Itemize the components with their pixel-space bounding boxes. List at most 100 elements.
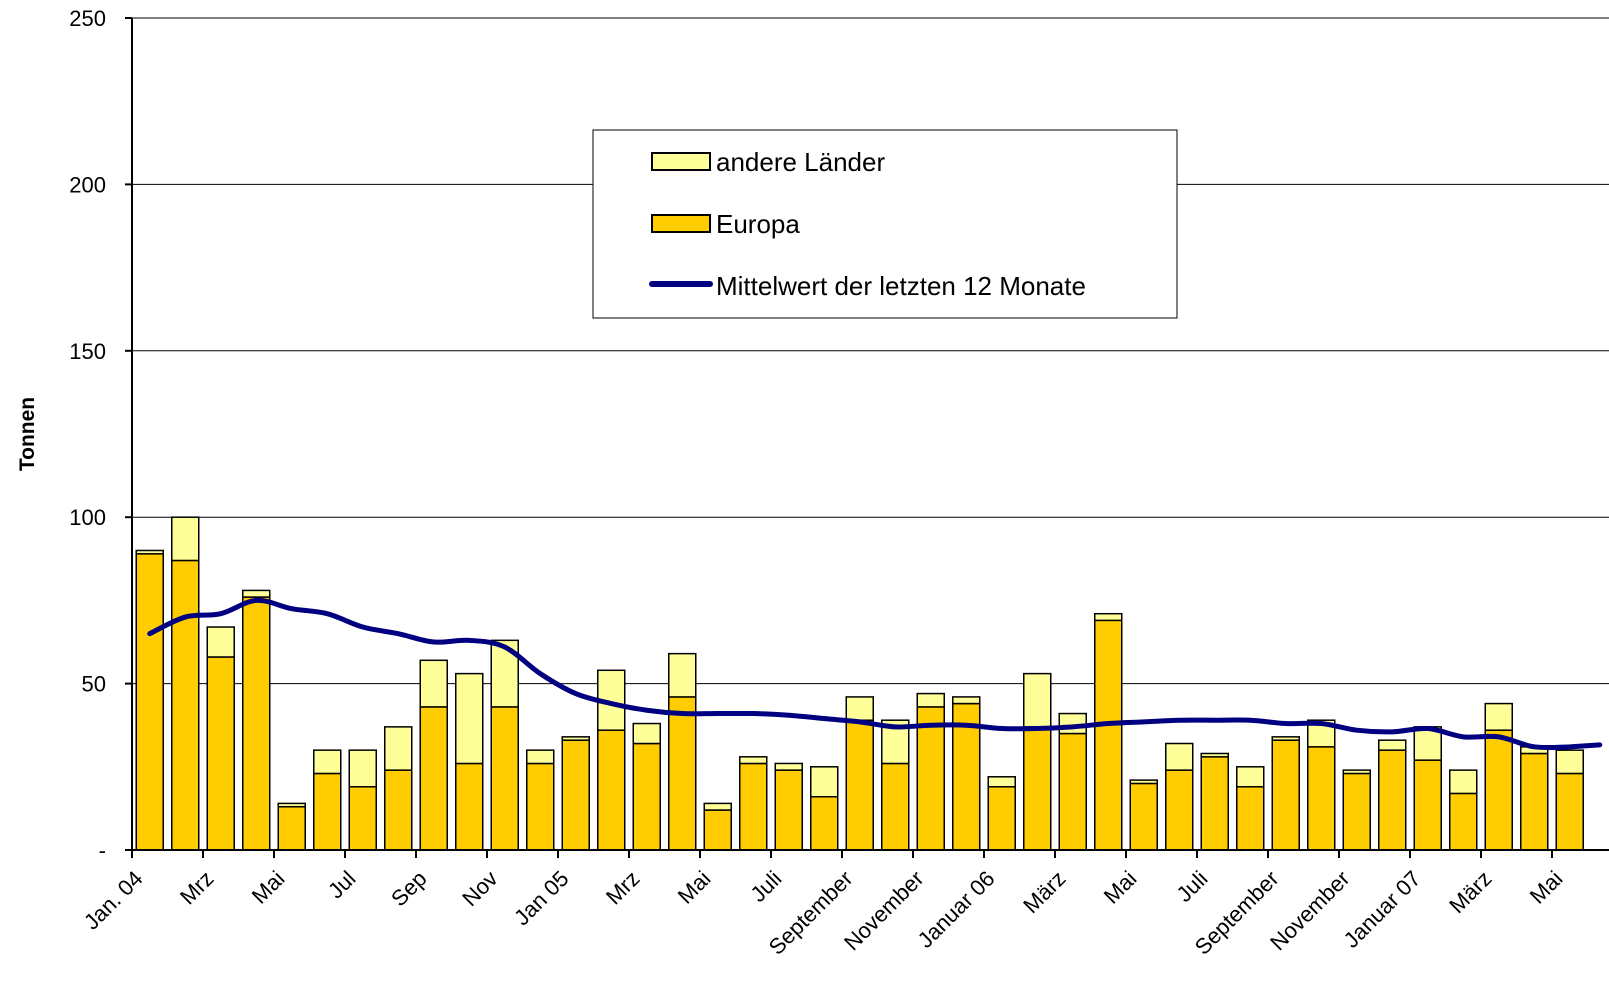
bar-europa (597, 729, 626, 851)
y-tick-label: 250 (69, 6, 106, 31)
x-tick-label: März (1018, 866, 1070, 918)
bars (135, 516, 1584, 851)
bar-europa (881, 762, 910, 851)
bar-europa (845, 719, 874, 851)
bar-andere-laender (1378, 739, 1407, 751)
bar-europa (668, 696, 697, 851)
bar-andere-laender (1129, 779, 1158, 785)
bar-europa (1342, 772, 1371, 851)
bar-andere-laender (1165, 742, 1194, 771)
x-tick-label: Januar 07 (1339, 866, 1426, 953)
bar-europa (1200, 756, 1229, 851)
bar-andere-laender (1023, 672, 1052, 728)
bar-europa (739, 762, 768, 851)
bar-europa (1520, 752, 1549, 851)
x-tick-label: März (1444, 866, 1496, 918)
bar-europa (1271, 739, 1300, 851)
bar-andere-laender (810, 766, 839, 798)
bar-andere-laender (171, 516, 200, 562)
legend-label-mittelwert: Mittelwert der letzten 12 Monate (716, 271, 1086, 301)
x-tick-label: Sep (386, 866, 431, 911)
bar-europa (632, 742, 661, 851)
x-tick-label: Mrz (175, 866, 219, 910)
bar-europa (1307, 746, 1336, 851)
bar-europa (1413, 759, 1442, 851)
y-ticks: - 50 100 150 200 250 (69, 6, 132, 863)
x-tick-label: Mai (1099, 866, 1142, 909)
x-tick-label: Jan. 04 (79, 866, 148, 935)
bar-andere-laender (739, 756, 768, 765)
bar-europa (490, 706, 519, 851)
bar-europa (313, 772, 342, 851)
x-tick-label: Mai (1525, 866, 1568, 909)
bar-andere-laender (526, 749, 555, 765)
bar-europa (348, 786, 377, 851)
x-tick-label: Juli (746, 866, 787, 907)
bar-europa (1236, 786, 1265, 851)
bar-andere-laender (1342, 769, 1371, 775)
bar-andere-laender (774, 762, 803, 771)
legend-label-andere: andere Länder (716, 147, 885, 177)
bar-europa (384, 769, 413, 851)
bar-europa (455, 762, 484, 851)
bar-europa (1094, 619, 1123, 851)
bar-andere-laender (277, 802, 306, 808)
bar-andere-laender (242, 589, 271, 598)
x-tick-label: Juli (1172, 866, 1213, 907)
bar-europa (703, 809, 732, 851)
bar-andere-laender (703, 802, 732, 811)
bar-europa (561, 739, 590, 851)
bar-europa (277, 805, 306, 851)
y-tick-label: 50 (82, 672, 106, 697)
x-tick-label: Mai (673, 866, 716, 909)
legend-label-europa: Europa (716, 209, 800, 239)
gridlines (132, 17, 1609, 685)
bar-europa (1484, 729, 1513, 851)
y-axis-label: Tonnen (16, 397, 39, 471)
average-line-group (147, 597, 1603, 751)
bar-andere-laender (206, 626, 235, 658)
y-tick-label: 200 (69, 172, 106, 197)
bar-andere-laender (561, 736, 590, 741)
axes (131, 18, 1609, 851)
bar-europa (171, 559, 200, 851)
bar-europa (419, 706, 448, 851)
legend-swatch-andere (651, 152, 711, 171)
x-tick-label: Mai (247, 866, 290, 909)
x-tick-label: Jul (323, 866, 361, 904)
bar-andere-laender (1271, 736, 1300, 741)
bar-andere-laender (916, 692, 945, 708)
x-tick-label: Nov (457, 866, 502, 911)
bar-europa (1378, 749, 1407, 851)
bar-europa (1129, 782, 1158, 851)
bar-europa (1023, 726, 1052, 851)
bar-andere-laender (348, 749, 377, 788)
x-ticks: Jan. 04 Mrz Mai Jul Sep Nov Jan 05 Mrz Mai JuliSe… (79, 850, 1568, 960)
bar-europa (206, 656, 235, 851)
bar-andere-laender (845, 696, 874, 721)
bar-europa (526, 762, 555, 851)
legend: andere Länder Europa Mittelwert der letz… (592, 129, 1178, 319)
bar-andere-laender (632, 722, 661, 745)
y-tick-label: 150 (69, 339, 106, 364)
bar-andere-laender (1555, 749, 1584, 775)
y-tick-label: 100 (69, 505, 106, 530)
bar-andere-laender (1413, 726, 1442, 761)
bar-andere-laender (1484, 702, 1513, 731)
bar-andere-laender (987, 776, 1016, 788)
bar-europa (916, 706, 945, 851)
bar-andere-laender (313, 749, 342, 775)
bar-andere-laender (952, 696, 981, 705)
x-tick-label: Jan 05 (509, 866, 573, 930)
bar-andere-laender (1236, 766, 1265, 788)
x-tick-label: Mrz (601, 866, 645, 910)
bar-europa (135, 553, 164, 851)
bar-andere-laender (1449, 769, 1478, 795)
bar-europa (810, 796, 839, 851)
bar-europa (774, 769, 803, 851)
bar-europa (987, 786, 1016, 851)
bar-europa (242, 596, 271, 851)
average-line (147, 597, 1603, 751)
bar-andere-laender (455, 672, 484, 765)
